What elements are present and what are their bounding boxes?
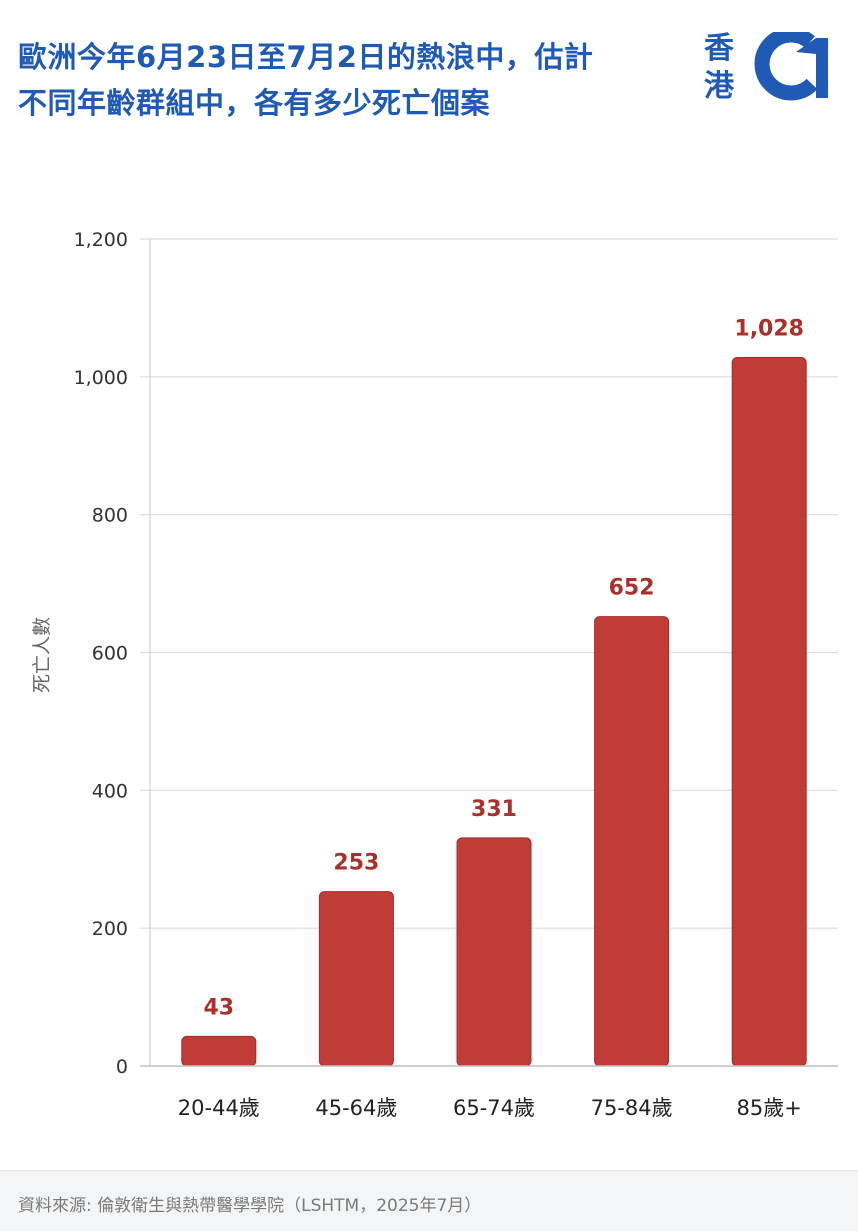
- x-tick-label-1: 20-44歲: [178, 1096, 260, 1120]
- value-label-1: 43: [203, 995, 234, 1020]
- chart-title-line-1: 歐洲今年6月23日至7月2日的熱浪中，估計: [18, 40, 594, 74]
- gridlines: [140, 238, 838, 1067]
- y-tick-label: 800: [92, 505, 128, 527]
- y-axis-label: 死亡人數: [31, 617, 53, 693]
- y-tick-label: 0: [116, 1056, 128, 1078]
- y-tick-label: 1,200: [74, 229, 128, 251]
- x-axis: 20-44歲 45-64歲 65-74歲 75-84歲 85歲+: [140, 1065, 838, 1120]
- value-label-2: 253: [333, 851, 379, 876]
- hk01-logo-icon: [754, 32, 828, 101]
- y-axis: 0 200 400 600 800 1,000 1,200: [74, 229, 151, 1078]
- y-tick-label: 1,000: [74, 367, 128, 389]
- x-tick-label-2: 45-64歲: [315, 1096, 397, 1120]
- y-tick-label: 200: [92, 918, 128, 940]
- value-label-5: 1,028: [734, 317, 804, 342]
- value-label-4: 652: [609, 576, 655, 601]
- bar-2: [318, 891, 394, 1067]
- bars: [181, 357, 807, 1067]
- bar-1: [181, 1035, 257, 1067]
- chart-area: 0 200 400 600 800 1,000 1,200 43 253 331 652 1,028…: [0, 168, 858, 1170]
- hk01-logo: 香 港: [704, 30, 844, 106]
- y-tick-label: 600: [92, 643, 128, 665]
- chart-footer: 資料來源: 倫敦衛生與熱帶醫學學院（LSHTM，2025年7月）: [0, 1170, 858, 1231]
- logo-text-top: 香: [704, 31, 734, 66]
- logo-text: 香 港: [704, 30, 740, 106]
- x-tick-label-5: 85歲+: [737, 1096, 802, 1120]
- value-labels: 43 253 331 652 1,028: [203, 317, 804, 1021]
- bar-chart: 0 200 400 600 800 1,000 1,200 43 253 331 652 1,028…: [31, 229, 838, 1120]
- chart-title: 歐洲今年6月23日至7月2日的熱浪中，估計 不同年齡群組中，各有多少死亡個案: [18, 34, 698, 126]
- logo-text-bottom: 港: [704, 69, 734, 104]
- bar-5: [731, 357, 807, 1067]
- x-tick-label-3: 65-74歲: [453, 1096, 535, 1120]
- chart-title-line-2: 不同年齡群組中，各有多少死亡個案: [18, 86, 491, 120]
- chart-header: 歐洲今年6月23日至7月2日的熱浪中，估計 不同年齡群組中，各有多少死亡個案 香…: [0, 0, 858, 169]
- bar-3: [456, 837, 532, 1067]
- bar-4: [594, 616, 670, 1067]
- x-tick-label-4: 75-84歲: [591, 1096, 673, 1120]
- source-note: 資料來源: 倫敦衛生與熱帶醫學學院（LSHTM，2025年7月）: [18, 1196, 482, 1216]
- y-tick-label: 400: [92, 780, 128, 802]
- value-label-3: 331: [471, 797, 517, 822]
